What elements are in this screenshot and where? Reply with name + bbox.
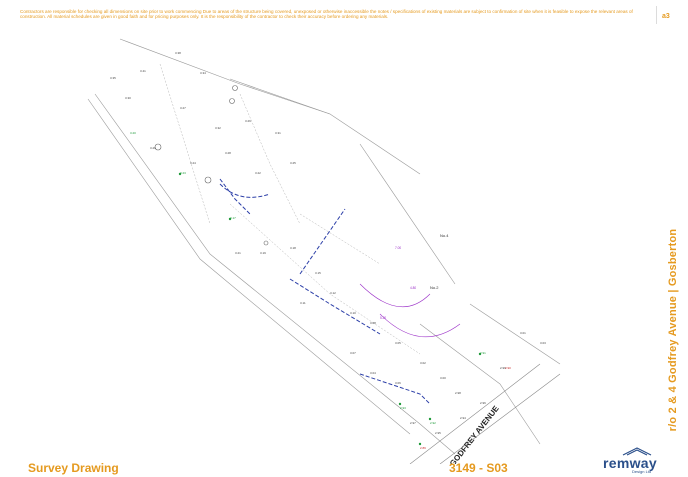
svg-text:3.08: 3.08 <box>370 321 376 325</box>
svg-text:3.29: 3.29 <box>245 119 251 123</box>
blue-dashed-boundary <box>219 178 431 405</box>
svg-text:3.22: 3.22 <box>255 171 261 175</box>
svg-text:3.07: 3.07 <box>350 351 356 355</box>
svg-text:3.38: 3.38 <box>175 51 181 55</box>
svg-text:2.97: 2.97 <box>410 421 416 425</box>
svg-text:3.30: 3.30 <box>125 96 131 100</box>
svg-text:3.34: 3.34 <box>200 71 206 75</box>
sheet-size: a3 <box>662 13 670 20</box>
road-name: GODFREY AVENUE <box>448 404 501 464</box>
svg-text:3.35: 3.35 <box>110 76 116 80</box>
green-markers <box>178 172 482 446</box>
sheet-size-box <box>656 6 685 24</box>
svg-text:2.94: 2.94 <box>460 416 466 420</box>
green-level-marks: 3.20 3.23 3.17 2.93 2.92 2.91 <box>130 131 486 425</box>
svg-text:3.01: 3.01 <box>520 331 526 335</box>
svg-text:2.95: 2.95 <box>435 431 441 435</box>
svg-text:3.03: 3.03 <box>540 341 546 345</box>
svg-text:3.00: 3.00 <box>440 376 446 380</box>
svg-text:2.89: 2.89 <box>420 446 426 450</box>
svg-text:3.41: 3.41 <box>140 69 146 73</box>
purple-annotations <box>359 283 461 338</box>
svg-text:3.31: 3.31 <box>275 131 281 135</box>
svg-text:3.12: 3.12 <box>330 291 336 295</box>
svg-text:2.90: 2.90 <box>505 366 511 370</box>
logo-word: remway <box>603 455 657 471</box>
svg-text:3.06: 3.06 <box>395 381 401 385</box>
purple-labels: 7.00 4.80 5.20 <box>380 246 416 320</box>
svg-text:4.80: 4.80 <box>410 286 416 290</box>
survey-plan: 3.35 3.41 3.38 3.34 3.30 3.27 3.32 3.29 3.31 3… <box>87 38 561 464</box>
svg-text:3.19: 3.19 <box>260 251 266 255</box>
svg-text:3.21: 3.21 <box>235 251 241 255</box>
project-title: r/o 2 & 4 Godfrey Avenue | Gosberton <box>667 228 679 432</box>
svg-text:7.00: 7.00 <box>395 246 401 250</box>
svg-text:2.91: 2.91 <box>480 351 486 355</box>
svg-text:3.18: 3.18 <box>290 246 296 250</box>
fence-lines <box>159 63 421 355</box>
svg-text:3.26: 3.26 <box>150 146 156 150</box>
svg-text:2.93: 2.93 <box>400 406 406 410</box>
svg-text:5.20: 5.20 <box>380 316 386 320</box>
svg-text:2.92: 2.92 <box>430 421 436 425</box>
svg-text:3.11: 3.11 <box>300 301 306 305</box>
disclaimer-note: Contractors are responsible for checking… <box>20 9 633 20</box>
svg-text:3.24: 3.24 <box>190 161 196 165</box>
road-kerb <box>409 363 561 464</box>
svg-text:2.99: 2.99 <box>500 366 506 370</box>
svg-text:3.05: 3.05 <box>395 341 401 345</box>
remway-logo-icon <box>622 447 652 456</box>
svg-text:3.25: 3.25 <box>290 161 296 165</box>
svg-text:3.28: 3.28 <box>225 151 231 155</box>
logo-subtitle: Design Ltd <box>632 469 652 474</box>
svg-text:3.20: 3.20 <box>130 131 136 135</box>
site-boundary <box>87 38 561 455</box>
level-marks: 3.35 3.41 3.38 3.34 3.30 3.27 3.32 3.29 3.31 3… <box>110 51 546 435</box>
svg-text:3.15: 3.15 <box>315 271 321 275</box>
drawing-title: Survey Drawing <box>28 461 119 475</box>
svg-text:3.10: 3.10 <box>350 311 356 315</box>
svg-text:3.17: 3.17 <box>230 216 236 220</box>
red-level-marks: 2.90 2.89 <box>420 366 511 450</box>
svg-text:3.02: 3.02 <box>420 361 426 365</box>
house-label-no4: No.4 <box>440 233 449 238</box>
svg-text:3.04: 3.04 <box>370 371 376 375</box>
svg-text:3.23: 3.23 <box>180 171 186 175</box>
svg-text:3.27: 3.27 <box>180 106 186 110</box>
svg-text:3.32: 3.32 <box>215 126 221 130</box>
tree-symbols <box>154 85 269 246</box>
svg-text:2.98: 2.98 <box>455 391 461 395</box>
house-label-no2: No.2 <box>430 285 439 290</box>
drawing-number: 3149 - S03 <box>449 461 508 475</box>
svg-text:2.96: 2.96 <box>480 401 486 405</box>
